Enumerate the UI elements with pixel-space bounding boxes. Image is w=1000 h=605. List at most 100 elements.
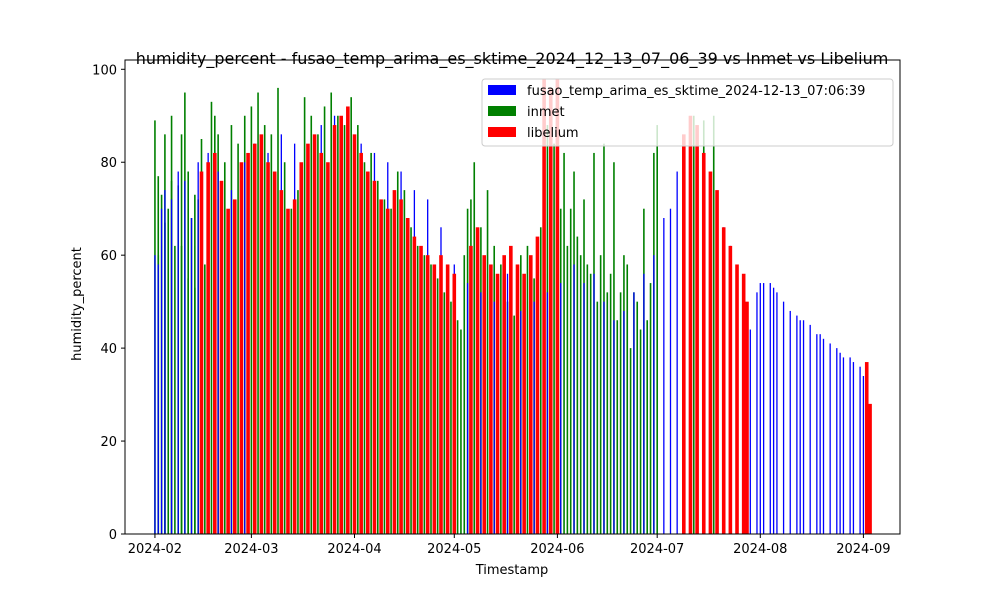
libelium-bar: [489, 264, 493, 534]
inmet-bar: [257, 92, 259, 534]
y-tick-label: 20: [100, 435, 117, 450]
libelium-bar: [741, 273, 746, 534]
x-tick-label: 2024-04: [327, 542, 381, 557]
libelium-bar: [515, 264, 520, 534]
inmet-bar: [237, 143, 239, 534]
fusao-bar: [756, 292, 758, 534]
inmet-bar: [363, 162, 366, 535]
fusao-bar: [164, 190, 166, 534]
libelium-bar: [688, 115, 693, 534]
libelium-bar: [339, 115, 343, 534]
inmet-bar: [167, 208, 170, 534]
libelium-bar: [715, 190, 719, 534]
fusao-bar: [633, 292, 635, 534]
y-tick-label: 40: [100, 342, 117, 357]
libelium-bar: [439, 255, 443, 534]
libelium-bar: [352, 134, 357, 534]
libelium-bar: [482, 255, 487, 534]
inmet-bar: [303, 97, 306, 535]
libelium-bar: [312, 134, 317, 534]
fusao-bar: [177, 171, 179, 534]
inmet-bar: [456, 320, 459, 534]
fusao-bar: [759, 283, 761, 534]
libelium-bar: [385, 208, 390, 534]
legend-swatch-libelium: [488, 127, 516, 137]
inmet-bar: [649, 283, 652, 534]
libelium-bar: [405, 218, 410, 534]
libelium-bar: [542, 78, 546, 534]
libelium-bars: [199, 78, 872, 535]
fusao-bar: [493, 301, 495, 534]
libelium-bar: [372, 180, 377, 534]
libelium-bar: [535, 236, 540, 534]
y-axis-ticks: 0 20 40 60 80 100: [92, 63, 125, 543]
fusao-bar: [170, 199, 173, 534]
fusao-bar: [799, 320, 801, 534]
inmet-bar: [513, 315, 515, 534]
libelium-bar: [864, 362, 869, 534]
fusao-bar: [573, 264, 575, 534]
libelium-bar: [379, 199, 383, 534]
inmet-bar: [277, 87, 279, 534]
inmet-bar: [390, 208, 392, 534]
fusao-bar: [776, 292, 778, 534]
fusao-bar: [520, 310, 522, 534]
fusao-bar: [772, 287, 775, 534]
fusao-bar: [816, 334, 818, 534]
libelium-bar: [425, 255, 430, 534]
libelium-bar: [745, 301, 749, 534]
inmet-bar: [526, 245, 529, 534]
inmet-bar: [616, 320, 619, 534]
inmet-bar: [606, 292, 609, 534]
x-tick-label: 2024-09: [836, 542, 890, 557]
fusao-bar: [593, 273, 595, 534]
inmet-bar: [317, 134, 319, 534]
inmet-bar: [204, 264, 206, 534]
legend-label-fusao: fusao_temp_arima_es_sktime_2024-12-13_07…: [527, 84, 865, 99]
libelium-bar: [522, 273, 526, 534]
fusao-bar: [533, 301, 535, 534]
libelium-bar: [239, 162, 244, 535]
libelium-bar: [219, 180, 224, 534]
fusao-bar: [157, 264, 159, 534]
inmet-bar: [383, 199, 386, 534]
libelium-bar: [721, 227, 726, 535]
inmet-bar: [396, 171, 399, 534]
x-axis-ticks: 2024-02 2024-03 2024-04 2024-05 2024-06 2024-…: [128, 534, 891, 557]
inmet-bar: [403, 190, 406, 534]
inmet-bar: [297, 190, 299, 534]
inmet-bar: [692, 115, 695, 534]
legend-label-libelium: libelium: [527, 126, 579, 141]
inmet-bar: [194, 287, 196, 534]
inmet-bar: [436, 278, 439, 534]
libelium-bar: [346, 106, 350, 534]
inmet-bar: [563, 152, 565, 534]
libelium-bar: [682, 134, 686, 534]
fusao-bar: [160, 208, 163, 534]
inmet-bar: [330, 92, 333, 534]
y-tick-label: 100: [92, 63, 117, 78]
y-tick-label: 80: [100, 156, 117, 171]
libelium-bar: [286, 208, 290, 534]
libelium-bar: [252, 143, 257, 534]
inmet-bar: [450, 301, 452, 534]
libelium-bar: [419, 245, 423, 534]
inmet-bar: [410, 227, 412, 535]
libelium-bar: [199, 171, 204, 534]
libelium-bar: [412, 236, 417, 534]
fusao-bar: [862, 376, 865, 534]
fusao-bar: [546, 292, 549, 534]
inmet-bar: [370, 152, 372, 534]
fusao-bar: [676, 171, 678, 534]
inmet-bar: [376, 180, 379, 534]
fusao-bar: [643, 273, 645, 534]
libelium-bar: [469, 245, 473, 534]
fusao-bar: [859, 366, 861, 534]
libelium-bar: [555, 78, 560, 534]
libelium-bar: [326, 162, 330, 535]
y-axis-label: humidity_percent: [70, 247, 85, 361]
fusao-bar: [197, 162, 199, 535]
inmet-bar: [500, 264, 502, 534]
inmet-bar: [210, 101, 213, 534]
